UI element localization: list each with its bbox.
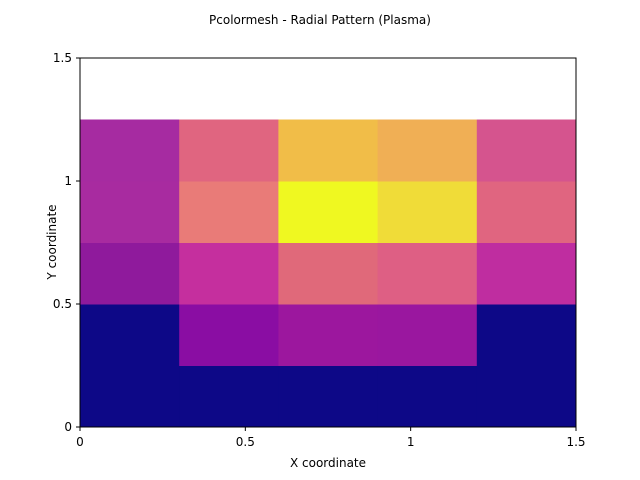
heatmap-cell-r1-c3 (377, 304, 478, 366)
heatmap-cell-r4-c0 (80, 119, 180, 182)
heatmap-cell-r1-c1 (179, 304, 279, 366)
heatmap-cell-r2-c4 (476, 242, 577, 305)
x-tick-label: 0.5 (236, 435, 255, 449)
y-tick-label: 0 (64, 420, 72, 434)
x-axis: 0 0.5 1 1.5 (76, 427, 586, 449)
heatmap-cell-r2-c1 (179, 242, 279, 305)
y-axis: 0 0.5 1 1.5 (53, 51, 80, 434)
heatmap-cell-r3-c2 (278, 181, 379, 243)
heatmap-cell-r3-c0 (80, 181, 180, 243)
heatmap-cell-r3-c1 (179, 181, 279, 243)
heatmap-cell-r1-c2 (278, 304, 379, 366)
chart-title: Pcolormesh - Radial Pattern (Plasma) (209, 13, 431, 27)
heatmap-cell-r2-c0 (80, 242, 180, 305)
heatmap-cell-r0-c3 (377, 365, 478, 428)
heatmap-cell-r1-c0 (80, 304, 180, 366)
heatmap-cell-r0-c0 (80, 365, 180, 428)
x-tick-label: 0 (76, 435, 84, 449)
x-tick-label: 1.5 (566, 435, 585, 449)
x-axis-label: X coordinate (290, 456, 366, 470)
y-tick-label: 1.5 (53, 51, 72, 65)
heatmap-cell-r4-c2 (278, 119, 379, 182)
x-tick-label: 1 (407, 435, 415, 449)
heatmap-cell-r2-c2 (278, 242, 379, 305)
heatmap-cell-r4-c4 (476, 119, 577, 182)
heatmap-cell-r3-c4 (476, 181, 577, 243)
heatmap-cell-r0-c4 (476, 365, 577, 428)
y-tick-label: 0.5 (53, 297, 72, 311)
heatmap-cell-r2-c3 (377, 242, 478, 305)
heatmap-cell-r1-c4 (476, 304, 577, 366)
heatmap-cell-r4-c3 (377, 119, 478, 182)
y-tick-label: 1 (64, 174, 72, 188)
heatmap-cell-r0-c1 (179, 365, 279, 428)
heatmap-cells (80, 119, 577, 428)
heatmap-cell-r0-c2 (278, 365, 379, 428)
heatmap-cell-r3-c3 (377, 181, 478, 243)
y-axis-label: Y coordinate (45, 204, 59, 280)
heatmap-cell-r4-c1 (179, 119, 279, 182)
plot-frame (79, 57, 577, 428)
